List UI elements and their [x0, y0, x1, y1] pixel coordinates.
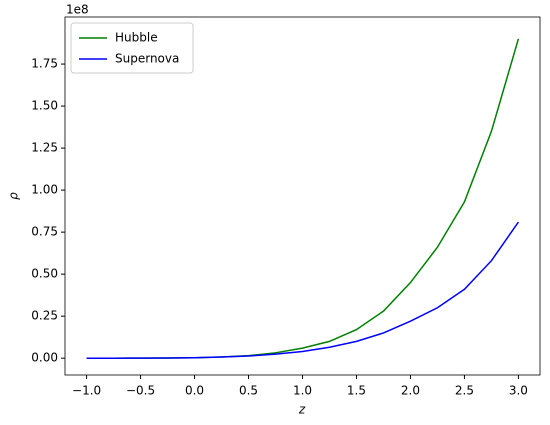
legend-label: Hubble: [115, 31, 158, 45]
data-line: [86, 221, 520, 359]
x-tick-label: 3.0: [509, 384, 528, 398]
x-axis-label: z: [298, 403, 306, 417]
y-tick-label: 0.25: [31, 309, 58, 323]
x-tick-label: 2.0: [401, 384, 420, 398]
x-tick-label: −0.5: [126, 384, 155, 398]
legend-label: Supernova: [115, 52, 179, 66]
x-tick-label: 1.5: [347, 384, 366, 398]
legend-box: [70, 22, 194, 74]
x-tick-label: −1.0: [72, 384, 101, 398]
y-tick-label: 0.75: [31, 225, 58, 239]
x-tick-label: 2.5: [455, 384, 474, 398]
x-tick-label: 0.5: [239, 384, 258, 398]
plot-frame: [64, 16, 541, 376]
y-tick-label: 0.50: [31, 267, 58, 281]
y-tick-label: 1.00: [31, 183, 58, 197]
y-offset-label: 1e8: [66, 3, 89, 17]
y-axis-label: ρ: [7, 192, 21, 200]
y-tick-label: 1.75: [31, 57, 58, 71]
y-tick-label: 0.00: [31, 351, 58, 365]
y-tick-label: 1.50: [31, 99, 58, 113]
x-tick-label: 1.0: [293, 384, 312, 398]
data-line: [86, 38, 520, 359]
y-tick-label: 1.25: [31, 141, 58, 155]
x-tick-label: 0.0: [185, 384, 204, 398]
